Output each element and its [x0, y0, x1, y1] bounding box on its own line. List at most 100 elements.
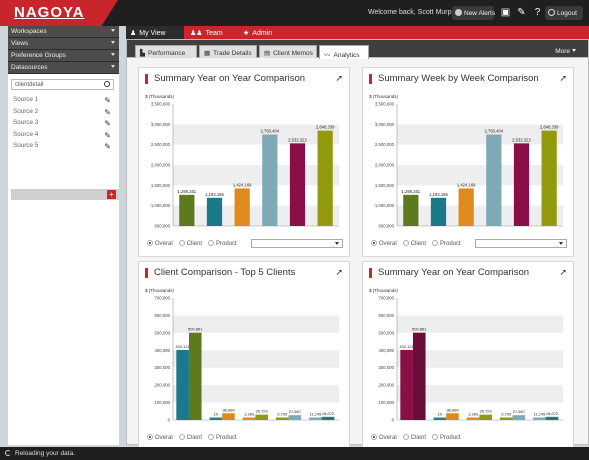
- bar[interactable]: [309, 417, 322, 421]
- bar-value-label: 500,851: [188, 327, 203, 332]
- bar[interactable]: [486, 134, 502, 226]
- source-item[interactable]: Source 2 ✎: [8, 106, 119, 118]
- bar[interactable]: [403, 194, 419, 226]
- edit-icon[interactable]: ✎: [104, 96, 111, 105]
- bar[interactable]: [176, 349, 189, 420]
- source-item[interactable]: Source 1 ✎: [8, 94, 119, 106]
- radio-overal[interactable]: Overal: [147, 240, 173, 247]
- bar[interactable]: [255, 414, 268, 420]
- radio-product[interactable]: Product: [432, 240, 461, 247]
- bar-value-label: 27,667: [289, 409, 302, 414]
- radio-product[interactable]: Product: [208, 240, 237, 247]
- sub-tab-bar: ▙ Performance ▦ Trade Details ▤ Client Memo…: [127, 40, 588, 59]
- edit-icon[interactable]: ✎: [104, 107, 111, 117]
- bar[interactable]: [458, 188, 474, 226]
- tab-trade-details[interactable]: ▦ Trade Details: [199, 45, 257, 58]
- radio-client[interactable]: Client: [178, 240, 203, 247]
- radio-client[interactable]: Client: [402, 434, 426, 441]
- sidebar-section-views[interactable]: Views: [8, 38, 119, 50]
- bar-value-label: 402,122: [175, 344, 190, 349]
- power-icon: [548, 9, 555, 16]
- tab-admin[interactable]: ★ Admin: [239, 26, 289, 39]
- bar[interactable]: [479, 414, 492, 420]
- chart-filter: Overal Client Product: [147, 239, 343, 248]
- expand-icon[interactable]: ➚: [335, 73, 343, 83]
- bar-value-label: 500,851: [412, 327, 427, 332]
- bar[interactable]: [288, 415, 302, 420]
- bar-value-label: 402,122: [399, 344, 414, 349]
- bar[interactable]: [541, 130, 557, 226]
- bar[interactable]: [513, 143, 530, 226]
- radio-label: Overal: [379, 435, 397, 441]
- bar[interactable]: [262, 134, 278, 226]
- source-item[interactable]: Source 4 ✎: [8, 129, 119, 141]
- bar[interactable]: [275, 417, 289, 421]
- bar[interactable]: [222, 413, 235, 420]
- help-icon[interactable]: ?: [534, 7, 541, 18]
- radio-product[interactable]: Product: [432, 434, 461, 441]
- bar[interactable]: [533, 417, 546, 421]
- tab-my-view[interactable]: ♟ My View: [126, 26, 184, 39]
- source-item[interactable]: Source 5 ✎: [8, 140, 119, 152]
- more-menu[interactable]: More: [555, 48, 576, 55]
- expand-icon[interactable]: ➚: [559, 267, 567, 277]
- expand-icon[interactable]: ➚: [335, 267, 343, 277]
- bar[interactable]: [499, 417, 513, 421]
- bar[interactable]: [179, 194, 195, 226]
- bar[interactable]: [433, 417, 447, 421]
- datasource-search-input[interactable]: clientdetail: [11, 79, 114, 90]
- new-alerts-button[interactable]: New Alerts: [452, 6, 495, 20]
- edit-icon[interactable]: ✎: [104, 130, 111, 140]
- bar[interactable]: [512, 415, 526, 420]
- y-tick-label: 0: [392, 418, 395, 423]
- radio-product[interactable]: Product: [208, 434, 237, 441]
- radio-client[interactable]: Client: [402, 240, 426, 247]
- source-item[interactable]: Source 3 ✎: [8, 117, 119, 129]
- sidebar-section-datasources[interactable]: Datasources: [8, 62, 119, 74]
- bar[interactable]: [400, 349, 413, 420]
- edit-icon[interactable]: ✎: [104, 119, 111, 128]
- save-icon[interactable]: ▣: [500, 7, 511, 18]
- y-tick-label: 1,500,000: [151, 183, 171, 188]
- bar[interactable]: [466, 417, 480, 421]
- tab-team[interactable]: ♟♟ Team: [186, 26, 238, 39]
- bar[interactable]: [289, 143, 306, 226]
- radio-label: Client: [186, 241, 203, 247]
- radio-overal[interactable]: Overal: [147, 434, 173, 441]
- radio-overal[interactable]: Overal: [371, 240, 397, 247]
- search-value: clientdetail: [15, 82, 44, 88]
- radio-overal[interactable]: Overal: [371, 434, 397, 441]
- add-source-button[interactable]: +: [107, 190, 116, 199]
- radio-client[interactable]: Client: [178, 434, 202, 441]
- tab-label: Analytics: [333, 52, 360, 59]
- sidebar-section-preference-groups[interactable]: Preference Groups: [8, 50, 119, 62]
- bar[interactable]: [242, 417, 256, 421]
- bar[interactable]: [545, 416, 559, 420]
- bar[interactable]: [446, 413, 459, 420]
- y-tick-label: 1,000,000: [151, 203, 171, 208]
- tab-analytics[interactable]: 〰 Analytics: [319, 45, 369, 59]
- bar[interactable]: [209, 417, 223, 421]
- grid-band: [397, 205, 563, 226]
- chart-select-dropdown[interactable]: [251, 239, 343, 248]
- bar[interactable]: [317, 130, 333, 226]
- chart-select-dropdown[interactable]: [475, 239, 567, 248]
- grid-band: [397, 350, 563, 368]
- bar[interactable]: [430, 197, 447, 226]
- bar-value-label: 11,145: [309, 412, 322, 417]
- radio-label: Product: [216, 435, 237, 441]
- tab-performance[interactable]: ▙ Performance: [135, 45, 197, 58]
- bar[interactable]: [206, 197, 223, 226]
- logout-button[interactable]: Logout: [545, 6, 583, 20]
- bar[interactable]: [234, 188, 250, 226]
- edit-icon[interactable]: ✎: [104, 142, 111, 151]
- wrench-icon[interactable]: ✎: [517, 7, 526, 18]
- bar-value-label: 1,424,169: [457, 182, 476, 187]
- expand-icon[interactable]: ➚: [559, 73, 567, 83]
- sidebar-section-workspaces[interactable]: Workspaces: [8, 26, 119, 38]
- bar[interactable]: [188, 332, 202, 420]
- bar[interactable]: [412, 332, 426, 420]
- bar[interactable]: [321, 416, 335, 420]
- search-icon[interactable]: [104, 81, 110, 87]
- tab-client-memos[interactable]: ▤ Client Memos: [259, 45, 317, 58]
